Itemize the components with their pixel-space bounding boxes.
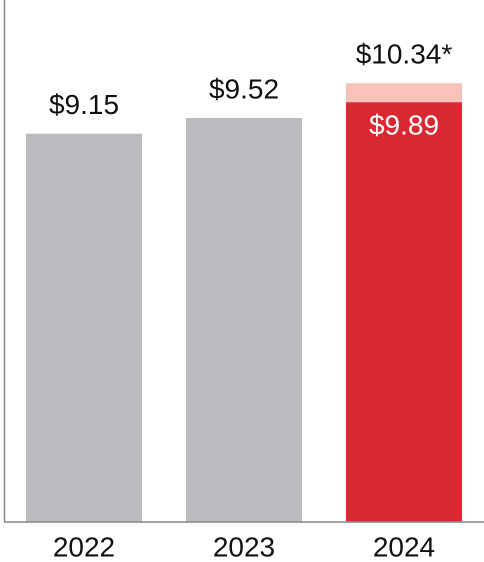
value-label: $10.34* bbox=[356, 39, 453, 70]
x-tick-label: 2022 bbox=[53, 531, 115, 562]
bar bbox=[346, 102, 462, 522]
x-tick-label: 2023 bbox=[213, 531, 275, 562]
bar bbox=[26, 133, 142, 522]
value-label: $9.89 bbox=[369, 110, 439, 141]
bar bbox=[186, 117, 302, 523]
value-label: $9.52 bbox=[209, 73, 279, 104]
value-label: $9.15 bbox=[49, 89, 119, 120]
x-tick-label: 2024 bbox=[373, 531, 435, 562]
